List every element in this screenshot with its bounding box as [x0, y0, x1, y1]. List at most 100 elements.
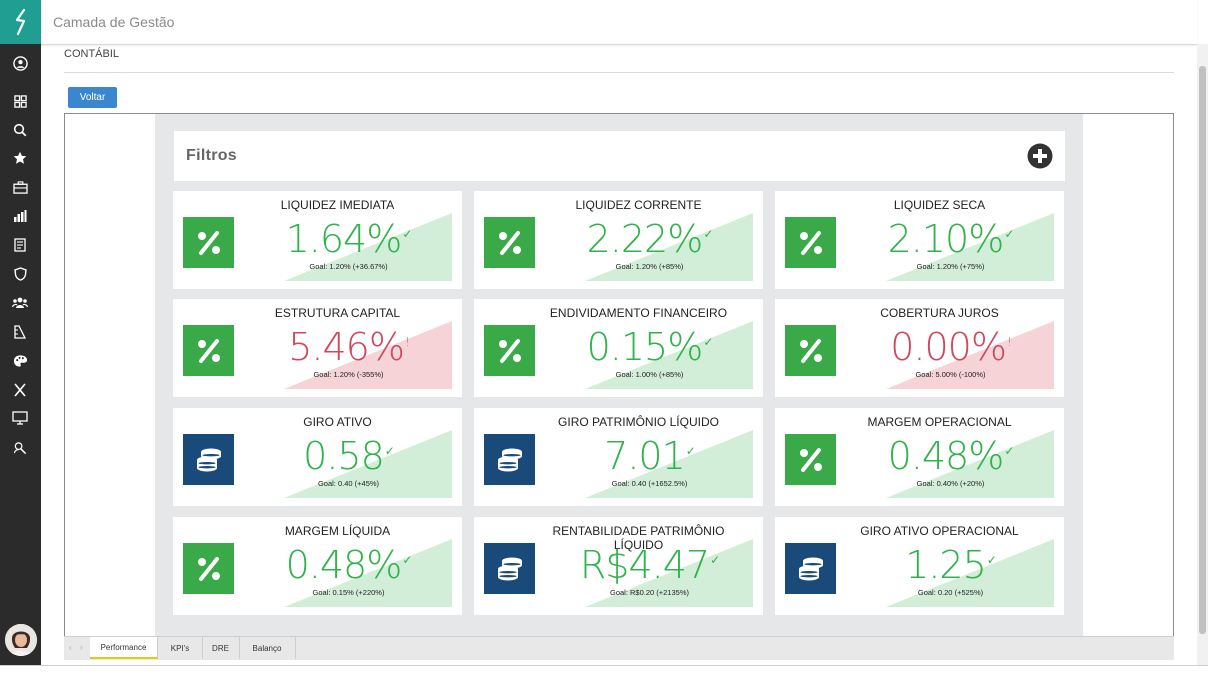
percent-icon	[484, 217, 535, 268]
check-icon: ✓	[402, 227, 412, 241]
star-icon[interactable]	[10, 148, 30, 168]
kpi-title: MARGEM OPERACIONAL	[867, 415, 1012, 429]
kpi-title: MARGEM LÍQUIDA	[284, 524, 391, 538]
check-icon: ✓	[1004, 444, 1014, 458]
bottom-border	[0, 665, 1208, 666]
kpi-title: COBERTURA JUROS	[880, 306, 999, 320]
kpi-title: LIQUIDEZ IMEDIATA	[280, 198, 395, 212]
app-logo[interactable]	[0, 0, 41, 44]
report-tabs: ‹ › Performance KPI's DRE Balanço	[64, 636, 1174, 660]
filters-panel[interactable]: Filtros	[174, 131, 1065, 181]
add-filter-icon[interactable]	[1027, 143, 1053, 169]
kpi-value: 5.46%!	[288, 325, 410, 369]
check-icon: ✓	[1004, 227, 1014, 241]
kpi-card-giro-ativo[interactable]: GIRO ATIVO 0.58✓ Goal: 0.40 (+45%)	[173, 408, 462, 506]
top-bar: Camada de Gestão	[41, 0, 1197, 45]
check-icon: ✓	[710, 553, 720, 567]
kpi-card-liquidez-corrente[interactable]: LIQUIDEZ CORRENTE 2.22%✓ Goal: 1.20% (+85%…	[474, 191, 763, 289]
kpi-goal: Goal: 5.00% (-100%)	[915, 370, 986, 379]
kpi-card-giro-ativo-operacional[interactable]: GIRO ATIVO OPERACIONAL 1.25✓ Goal: 0.20 (+…	[775, 517, 1064, 615]
filters-label: Filtros	[186, 147, 237, 164]
kpi-value: 2.22%✓	[586, 217, 714, 261]
page-scrollbar[interactable]	[1197, 44, 1208, 666]
back-button[interactable]: Voltar	[68, 87, 117, 108]
kpi-title: LIQUIDEZ SECA	[893, 198, 986, 212]
divider	[64, 72, 1174, 73]
kpi-card-estrutura-capital[interactable]: ESTRUTURA CAPITAL 5.46%! Goal: 1.20% (-355…	[173, 299, 462, 397]
trend-triangle	[585, 213, 753, 281]
kpi-title: GIRO PATRIMÔNIO LÍQUIDO	[558, 415, 719, 429]
kpi-goal: Goal: 1.00% (+85%)	[615, 370, 684, 379]
kpi-value: 0.15%✓	[586, 325, 714, 369]
trend-triangle	[585, 321, 753, 389]
trend-triangle	[886, 321, 1054, 389]
shield-icon[interactable]	[10, 264, 30, 284]
report-icon[interactable]	[10, 235, 30, 255]
kpi-value: 2.10%✓	[887, 217, 1015, 261]
tab-balanco[interactable]: Balanço	[239, 637, 296, 659]
ruler-icon[interactable]	[10, 322, 30, 342]
check-icon: ✓	[703, 335, 713, 349]
tab-performance[interactable]: Performance	[90, 637, 158, 659]
kpi-title: RENTABILIDADE PATRIMÔNIO LÍQUIDO	[552, 524, 725, 552]
kpi-goal: Goal: 1.20% (-355%)	[313, 370, 384, 379]
tab-next-icon[interactable]: ›	[80, 643, 83, 652]
kpi-value: 1.25✓	[905, 543, 997, 587]
alert-icon: !	[1006, 335, 1012, 349]
coins-icon	[785, 543, 836, 594]
coins-icon	[183, 434, 234, 485]
bar-chart-icon[interactable]	[10, 206, 30, 226]
kpi-card-liquidez-imediata[interactable]: LIQUIDEZ IMEDIATA 1.64%✓ Goal: 1.20% (+36.…	[173, 191, 462, 289]
kpi-value: 0.58✓	[303, 434, 395, 478]
kpi-goal: Goal: 1.20% (+75%)	[916, 262, 985, 271]
kpi-goal: Goal: R$0.20 (+2135%)	[609, 588, 689, 597]
trend-triangle	[585, 430, 753, 498]
coins-icon	[484, 543, 535, 594]
trend-triangle	[284, 213, 452, 281]
kpi-goal: Goal: 1.20% (+85%)	[615, 262, 684, 271]
kpi-goal: Goal: 1.20% (+36.67%)	[309, 262, 388, 271]
kpi-card-cobertura-juros[interactable]: COBERTURA JUROS 0.00%! Goal: 5.00% (-100%)	[775, 299, 1064, 397]
percent-icon	[785, 434, 836, 485]
avatar[interactable]	[5, 624, 37, 656]
kpi-value: 0.48%✓	[285, 543, 413, 587]
kpi-card-margem-liquida[interactable]: MARGEM LÍQUIDA 0.48%✓ Goal: 0.15% (+220%)	[173, 517, 462, 615]
kpi-goal: Goal: 0.20 (+525%)	[917, 588, 984, 597]
support-icon[interactable]	[10, 438, 30, 458]
kpi-title: ENDIVIDAMENTO FINANCEIRO	[549, 306, 728, 320]
sidebar	[0, 0, 41, 666]
x-icon[interactable]	[10, 380, 30, 400]
trend-triangle	[284, 321, 452, 389]
kpi-goal: Goal: 0.40% (+20%)	[916, 479, 985, 488]
palette-icon[interactable]	[10, 351, 30, 371]
kpi-value: 0.48%✓	[887, 434, 1015, 478]
dashboard-icon[interactable]	[10, 91, 30, 111]
percent-icon	[183, 217, 234, 268]
kpi-card-giro-patrimonio-liquido[interactable]: GIRO PATRIMÔNIO LÍQUIDO 7.01✓ Goal: 0.40 (…	[474, 408, 763, 506]
tab-prev-icon[interactable]: ‹	[69, 643, 72, 652]
search-icon[interactable]	[10, 120, 30, 140]
tab-dre[interactable]: DRE	[202, 637, 240, 659]
monitor-icon[interactable]	[10, 408, 30, 428]
kpi-goal: Goal: 0.40 (+45%)	[317, 479, 380, 488]
kpi-card-margem-operacional[interactable]: MARGEM OPERACIONAL 0.48%✓ Goal: 0.40% (+20…	[775, 408, 1064, 506]
percent-icon	[785, 217, 836, 268]
trend-triangle	[886, 539, 1054, 607]
alert-icon: !	[404, 335, 410, 349]
tab-kpi-s[interactable]: KPI's	[158, 637, 203, 659]
kpi-card-liquidez-seca[interactable]: LIQUIDEZ SECA 2.10%✓ Goal: 1.20% (+75%)	[775, 191, 1064, 289]
scrollbar-thumb[interactable]	[1199, 66, 1206, 634]
check-icon: ✓	[402, 553, 412, 567]
kpi-value: 1.64%✓	[285, 217, 413, 261]
trend-triangle	[284, 430, 452, 498]
kpi-card-rentabilidade-patrimonio-liquido[interactable]: RENTABILIDADE PATRIMÔNIO LÍQUIDO R$4.47✓ G…	[474, 517, 763, 615]
kpi-title: ESTRUTURA CAPITAL	[274, 306, 401, 320]
breadcrumb: CONTÁBIL	[64, 48, 120, 60]
user-icon[interactable]	[10, 53, 30, 73]
kpi-card-endividamento-financeiro[interactable]: ENDIVIDAMENTO FINANCEIRO 0.15%✓ Goal: 1.00…	[474, 299, 763, 397]
trend-triangle	[284, 539, 452, 607]
kpi-value: 0.00%!	[890, 325, 1012, 369]
briefcase-icon[interactable]	[10, 177, 30, 197]
percent-icon	[183, 325, 234, 376]
team-icon[interactable]	[10, 293, 30, 313]
